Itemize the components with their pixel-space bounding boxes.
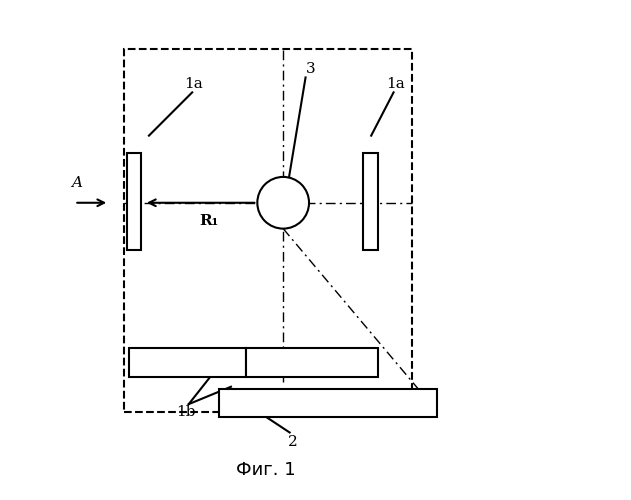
- Bar: [218, 389, 437, 416]
- Text: 1a: 1a: [386, 77, 404, 91]
- Text: A: A: [71, 176, 82, 190]
- Text: 1b: 1b: [177, 405, 196, 419]
- Text: R₁: R₁: [199, 214, 218, 228]
- Text: Фиг. 1: Фиг. 1: [236, 460, 295, 478]
- Bar: [127, 153, 141, 250]
- Text: 1a: 1a: [184, 77, 203, 91]
- Bar: [363, 153, 377, 250]
- Bar: [124, 48, 413, 412]
- Bar: [246, 348, 377, 377]
- Text: 3: 3: [305, 62, 316, 76]
- Bar: [129, 348, 246, 377]
- Text: 2: 2: [288, 435, 298, 449]
- Circle shape: [257, 177, 309, 229]
